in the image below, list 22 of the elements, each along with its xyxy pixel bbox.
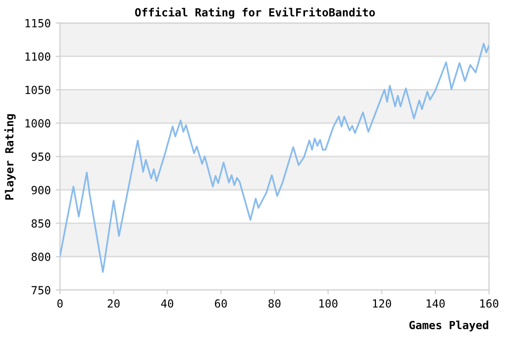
y-tick-label: 850 — [32, 219, 50, 228]
y-axis-title: Player Rating — [4, 114, 16, 200]
x-tick-label: 40 — [161, 299, 174, 308]
y-tick-label: 1100 — [26, 52, 50, 61]
x-axis-title: Games Played — [409, 320, 488, 332]
x-tick-label: 20 — [108, 299, 120, 308]
line-series — [60, 42, 489, 273]
x-tick-label: 140 — [426, 299, 445, 308]
x-tick-label: 100 — [319, 299, 338, 308]
y-tick-label: 1150 — [26, 19, 50, 28]
x-tick-label: 160 — [480, 299, 498, 308]
x-tick-label: 120 — [373, 299, 392, 308]
y-tick-label: 750 — [32, 286, 50, 294]
y-tick-label: 800 — [32, 252, 50, 262]
x-tick-label: 60 — [214, 299, 227, 308]
y-tick-label: 950 — [32, 152, 50, 161]
y-tick-label: 900 — [32, 186, 50, 194]
chart-title: Official Rating for EvilFritoBandito — [135, 7, 375, 19]
x-tick-label: 0 — [57, 299, 63, 308]
y-tick-label: 1000 — [26, 119, 50, 128]
y-tick-label: 1050 — [26, 86, 50, 94]
x-tick-label: 80 — [268, 299, 280, 308]
